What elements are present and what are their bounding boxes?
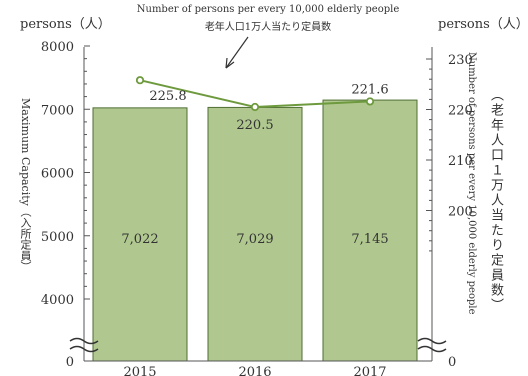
line-point	[250, 102, 260, 112]
ticks: 0 4000 5000 6000 7000 8000 0 200 210 220 230 2015 20…	[41, 40, 473, 376]
left-tick-label: 8000	[41, 40, 74, 55]
line-point	[365, 97, 375, 106]
bar-value-label: 7,145	[351, 232, 388, 247]
x-tick-label: 2017	[353, 365, 386, 376]
axis-break-mark	[69, 345, 99, 353]
axis-break-mark	[417, 337, 447, 345]
right-axis-unit: persons（人）	[438, 17, 528, 32]
bar	[322, 99, 418, 362]
left-tick-label: 4000	[41, 293, 74, 308]
left-tick-label: 7000	[41, 103, 74, 118]
line-series	[135, 76, 375, 112]
annotation-ja: 老年人口1万人当たり定員数	[204, 22, 332, 33]
bar	[207, 106, 303, 362]
right-axis-label: Number of persons per every 10,000 elder…	[466, 52, 477, 315]
annotation-arrow	[225, 36, 249, 69]
labels: 225.8 220.5 221.6 7,022 7,029 7,145	[121, 36, 389, 247]
right-tick-label: 230	[448, 53, 473, 68]
x-tick-label: 2016	[238, 365, 271, 376]
bar-value-label: 7,022	[121, 232, 158, 247]
annotation-en: Number of persons per every 10,000 elder…	[136, 4, 400, 15]
line-point	[135, 76, 145, 85]
right-tick-label: 0	[448, 355, 456, 370]
x-tick-label: 2015	[123, 365, 156, 376]
right-axis-label-ja: （老年人口１万人当たり定員数）	[488, 88, 503, 313]
axis-break-mark	[69, 337, 99, 345]
left-axis-label: Maximum Capacity（入所定員）	[19, 98, 32, 272]
axis-breaks	[69, 337, 447, 353]
line-value-label: 225.8	[149, 89, 186, 104]
axis-break-mark	[417, 345, 447, 353]
line-value-label: 220.5	[236, 118, 273, 133]
annotation-arrowhead	[225, 57, 235, 69]
bar	[92, 107, 188, 362]
left-tick-label: 6000	[41, 167, 74, 182]
right-tick-label: 200	[448, 205, 473, 220]
line-value-label: 221.6	[351, 82, 388, 97]
left-tick-label: 5000	[41, 230, 74, 245]
right-tick-label: 210	[448, 154, 473, 169]
right-tick-label: 220	[448, 104, 473, 119]
bars	[92, 99, 418, 362]
left-tick-label: 0	[66, 355, 74, 370]
left-axis-unit: persons（人）	[20, 17, 111, 32]
bar-value-label: 7,029	[236, 232, 273, 247]
